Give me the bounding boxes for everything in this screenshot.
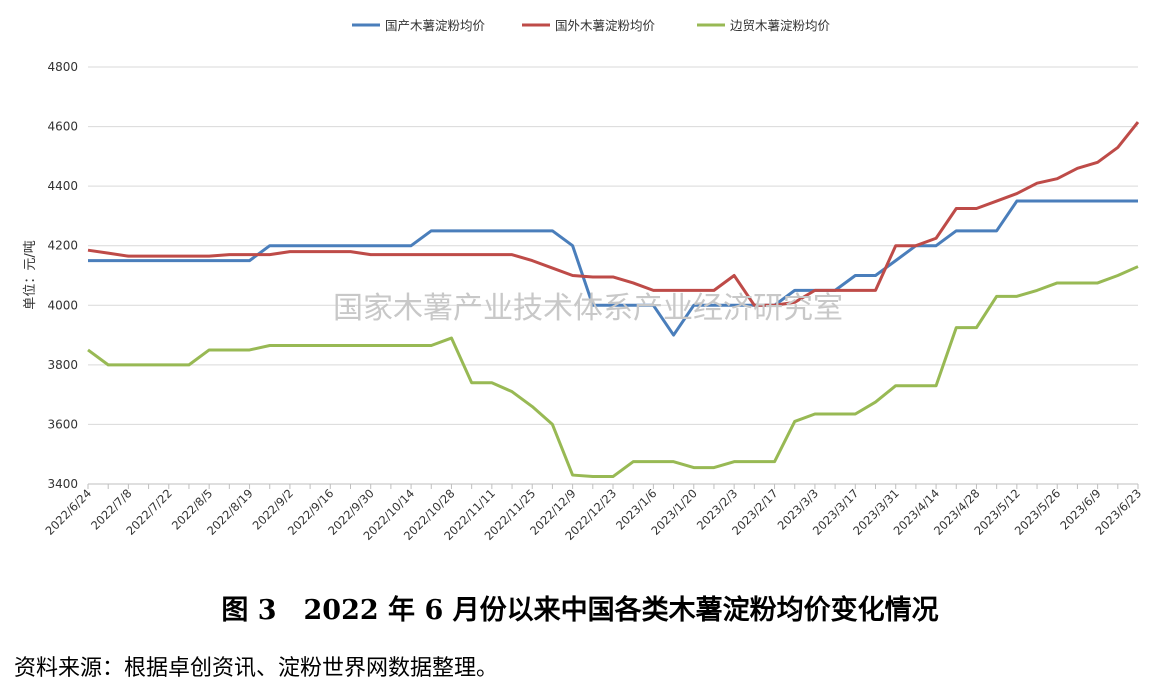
chart: 单位：元/吨 3400 3600 3800 4000 4200 4400 4600 4800 2… (23, 18, 1144, 543)
y-tick-label: 4200 (47, 239, 78, 253)
y-tick-label: 3600 (47, 417, 78, 431)
series-line (87, 265, 1139, 479)
caption: 图 3 2022 年 6 月份以来中国各类木薯淀粉均价变化情况 (221, 595, 939, 626)
y-tick-label: 3400 (47, 477, 78, 491)
series-line (87, 121, 1140, 307)
series-line (88, 199, 1138, 337)
y-tick-label: 4600 (47, 120, 78, 134)
watermark: 国家木薯产业技术体系产业经济研究室 (333, 291, 843, 326)
y-tick-label: 4000 (47, 298, 78, 312)
x-tick-label: 2022/6/24 (43, 486, 95, 538)
legend-label: 边贸木薯淀粉均价 (730, 18, 831, 33)
legend-label: 国产木薯淀粉均价 (385, 18, 486, 33)
y-tick-label: 4800 (47, 60, 78, 74)
y-tick-label: 3800 (47, 358, 78, 372)
y-axis-label: 单位：元/吨 (23, 240, 38, 309)
y-tick-label: 4400 (47, 179, 78, 193)
legend-label: 国外木薯淀粉均价 (555, 18, 656, 33)
source: 资料来源：根据卓创资讯、淀粉世界网数据整理。 (14, 656, 499, 681)
